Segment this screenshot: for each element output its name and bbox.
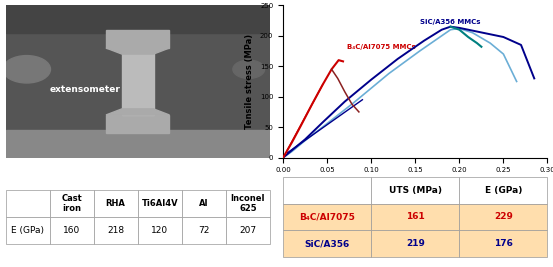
Polygon shape bbox=[106, 48, 169, 54]
Polygon shape bbox=[106, 109, 169, 115]
Y-axis label: Tensile stress (MPa): Tensile stress (MPa) bbox=[246, 34, 254, 129]
Bar bbox=[6, 5, 270, 33]
Text: extensometer: extensometer bbox=[49, 85, 120, 93]
X-axis label: Tensile strain (%): Tensile strain (%) bbox=[374, 179, 457, 188]
Bar bbox=[106, 30, 169, 48]
Bar bbox=[6, 130, 270, 158]
Ellipse shape bbox=[3, 56, 50, 83]
Text: SiC/A356 MMCs: SiC/A356 MMCs bbox=[420, 19, 480, 25]
Ellipse shape bbox=[233, 60, 264, 78]
Bar bbox=[122, 48, 154, 115]
Bar bbox=[106, 115, 169, 133]
Text: B₄C/Al7075 MMCs: B₄C/Al7075 MMCs bbox=[347, 44, 415, 50]
